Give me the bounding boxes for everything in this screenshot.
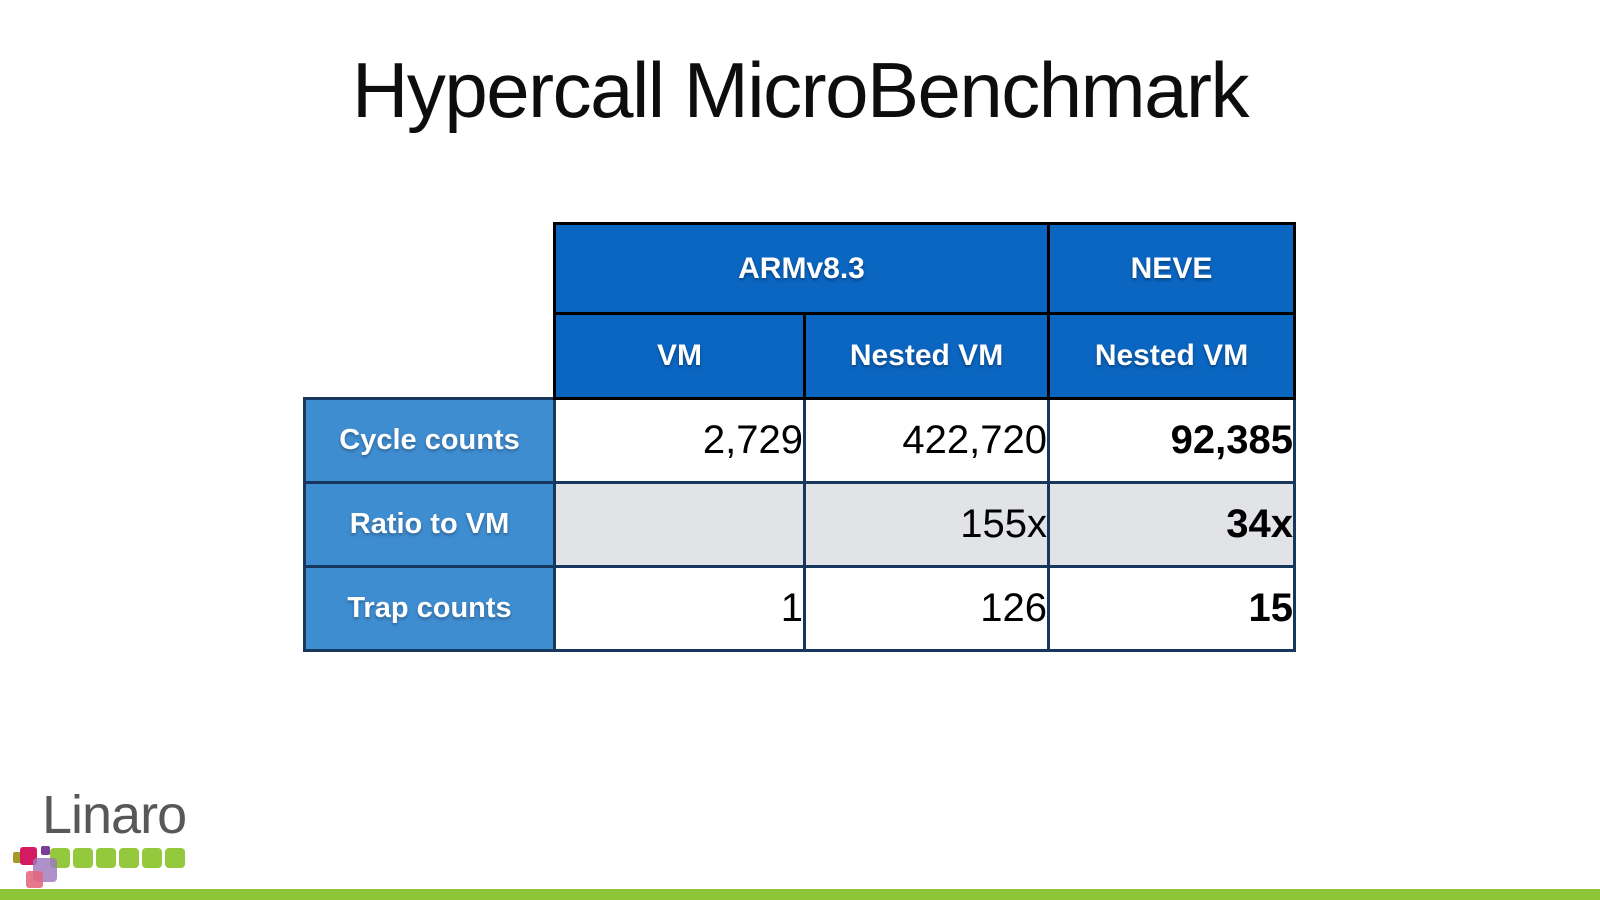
blank-corner-cell — [305, 224, 555, 399]
sub-header-row: VM Nested VM Nested VM — [305, 312, 1296, 400]
table-row-ratio-to-vm: Ratio to VM 155x 34x — [303, 481, 1296, 568]
table-row-cycle-counts: Cycle counts 2,729 422,720 92,385 — [303, 397, 1296, 484]
slide-title: Hypercall MicroBenchmark — [352, 46, 1249, 134]
logo-green-square-icon — [73, 848, 93, 868]
logo-purple-square-icon — [41, 846, 50, 855]
logo-green-square-icon — [96, 848, 116, 868]
row-label-trap-counts: Trap counts — [303, 565, 556, 652]
benchmark-table: ARMv8.3 NEVE VM Nested VM Nested VM Cycl… — [303, 222, 1296, 652]
bottom-accent-bar — [0, 889, 1600, 900]
cell-cycle-counts-nested-vm: 422,720 — [803, 397, 1050, 484]
row-label-cycle-counts: Cycle counts — [303, 397, 556, 484]
cell-trap-counts-neve: 15 — [1047, 565, 1296, 652]
cell-cycle-counts-vm: 2,729 — [553, 397, 806, 484]
col-header-nested-vm: Nested VM — [803, 312, 1050, 400]
cell-trap-counts-vm: 1 — [553, 565, 806, 652]
cell-trap-counts-nested-vm: 126 — [803, 565, 1050, 652]
linaro-logo-text: Linaro — [42, 785, 187, 845]
col-header-neve-nested-vm: Nested VM — [1047, 312, 1296, 400]
logo-magenta-square-icon — [20, 847, 37, 865]
logo-pink-square-icon — [26, 871, 43, 888]
logo-green-square-icon — [142, 848, 162, 868]
logo-olive-square-icon — [13, 852, 24, 863]
cell-ratio-nested-vm: 155x — [803, 481, 1050, 568]
cell-ratio-neve: 34x — [1047, 481, 1296, 568]
col-header-vm: VM — [553, 312, 806, 400]
cell-cycle-counts-neve: 92,385 — [1047, 397, 1296, 484]
row-label-ratio-to-vm: Ratio to VM — [303, 481, 556, 568]
cell-ratio-vm — [553, 481, 806, 568]
col-group-armv83: ARMv8.3 — [553, 222, 1050, 315]
table-row-trap-counts: Trap counts 1 126 15 — [303, 565, 1296, 652]
logo-green-square-icon — [119, 848, 139, 868]
logo-green-square-icon — [165, 848, 185, 868]
col-group-neve: NEVE — [1047, 222, 1296, 315]
column-group-row: ARMv8.3 NEVE — [305, 222, 1296, 315]
